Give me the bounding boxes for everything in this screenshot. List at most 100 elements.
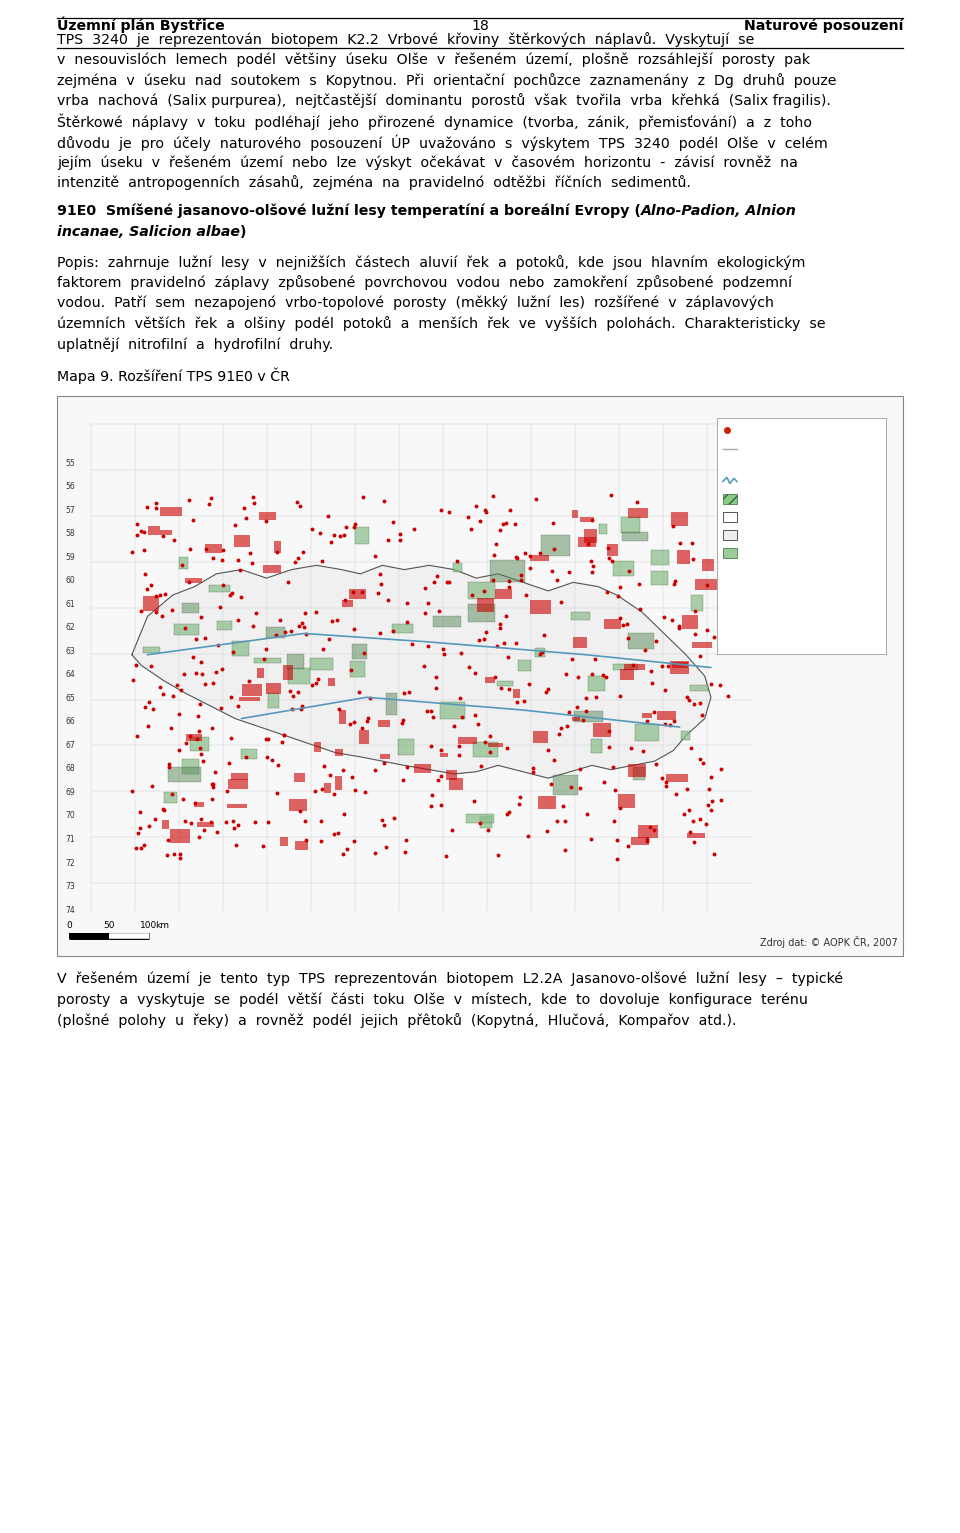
Bar [591,739,602,753]
Bar [228,779,248,789]
Text: 65: 65 [65,694,75,704]
Bar [283,665,293,679]
Bar [266,627,285,638]
Text: 91E0  Smíšené jasanovo-olšové lužní lesy temperatíní a boreální Evropy (: 91E0 Smíšené jasanovo-olšové lužní lesy … [57,204,641,219]
Bar [160,530,173,535]
Text: ): ) [240,224,247,239]
Text: 61: 61 [65,599,75,609]
Text: porosty  a  vyskytuje  se  podél  větší  části  toku  Olše  v  místech,  kde  to: porosty a vyskytuje se podél větší části… [57,992,808,1007]
Bar [296,840,308,849]
Bar [209,586,230,592]
Text: Naturové posouzení: Naturové posouzení [744,18,903,34]
Bar [571,510,578,518]
Bar [241,748,257,759]
Text: V  řešeném  území  je  tento  typ  TPS  reprezentován  biotopem  L2.2A  Jasanovo: V řešeném území je tento typ TPS repreze… [57,972,843,987]
Bar [231,773,249,780]
Bar [266,684,281,694]
Text: 73: 73 [65,881,75,891]
Text: faktorem  pravidelnó  záplavy  způsobené  povrchovou  vodou  nebo  zamokření  z: faktorem pravidelnó záplavy způsobené p… [57,276,792,290]
Bar [553,776,578,796]
Text: vrba  nachová  (Salix purpurea),  nejtčastější  dominantu  porostů  však  tvořil: vrba nachová (Salix purpurea), nejtčastě… [57,94,830,109]
Bar [227,803,247,808]
Text: jejím  úseku  v  řešeném  území  nebo  lze  výskyt  očekávat  v  časovém  horizo: jejím úseku v řešeném území nebo lze výs… [57,155,798,170]
Text: Mapa 9. Rozšíření TPS 91E0 v ČR: Mapa 9. Rozšíření TPS 91E0 v ČR [57,368,290,383]
Text: 56: 56 [65,483,75,491]
Text: intenzitě  antropogenních  zásahů,  zejména  na  pravidelnó  odtěžbi  říčních  : intenzitě antropogenních zásahů, zejména… [57,175,691,190]
Bar [232,641,250,656]
Bar [588,676,605,691]
Bar [398,739,415,756]
Bar [518,659,531,671]
Bar [446,770,457,780]
Bar [671,512,688,526]
Text: km: km [155,921,169,931]
Bar [607,544,618,556]
Text: 57: 57 [65,506,75,515]
Bar [268,693,279,708]
Bar [539,796,556,809]
Bar [670,661,689,675]
Bar [682,615,698,629]
Bar [242,684,262,696]
Bar [205,544,222,553]
Bar [638,825,659,837]
Bar [352,644,367,659]
Text: v  nesouvislóch  lemech  podél  většiny  úseku  Olše  v  řešeném  území,  plošn: v nesouvislóch lemech podél většiny úse… [57,52,810,67]
Bar [631,837,649,845]
Bar [692,642,712,648]
Bar [57,396,903,957]
Text: Štěrkowé  náplavy  v  toku  podléhají  jeho  přirozené  dynamice  (tvorba,  záni: Štěrkowé náplavy v toku podléhají jeho p… [57,113,812,130]
Bar [599,524,607,533]
Bar [717,419,886,653]
Bar [257,668,264,678]
Polygon shape [132,566,711,779]
Text: 64: 64 [65,670,75,679]
Bar [349,661,365,676]
Bar [190,737,208,751]
Bar [175,624,199,635]
Text: TPS  3240  je  reprezentován  biotopem  K2.2  Vrbové  křoviny  štěrkových  nápla: TPS 3240 je reprezentován biotopem K2.2 … [57,32,755,48]
Text: lesy: lesy [739,547,759,558]
Bar [497,681,513,685]
Bar [573,638,587,648]
Bar [620,668,634,679]
Text: 50: 50 [104,921,115,931]
Text: incanae, Salicion albae: incanae, Salicion albae [57,224,240,239]
Text: uplatnějí  nitrofilní  a  hydrofilní  druhy.: uplatnějí nitrofilní a hydrofilní druhy. [57,337,333,351]
Text: 71: 71 [65,835,75,845]
Bar [335,748,343,756]
Bar [628,633,654,648]
Text: zejména  v  úseku  nad  soutokem  s  Kopytnou.  Při  orientační  pochůzce  zazna: zejména v úseku nad soutokem s Kopytnou.… [57,74,836,87]
Bar [477,598,494,612]
Bar [287,655,303,668]
Bar [585,529,597,543]
Text: 70: 70 [65,811,75,820]
Text: 62: 62 [65,624,75,632]
Bar [621,532,648,541]
Bar [217,621,232,630]
Bar [380,754,390,759]
Text: 60: 60 [65,576,75,586]
Bar [453,563,462,572]
Bar [723,495,737,504]
Bar [194,802,204,808]
Text: 59: 59 [65,553,75,561]
Bar [162,820,169,829]
Bar [593,724,611,737]
Text: Alno-Padion, Alnion: Alno-Padion, Alnion [641,204,797,218]
Bar [254,658,281,664]
Text: panonikum: panonikum [739,529,794,540]
Bar [695,579,716,590]
Bar [702,560,714,572]
Bar [294,773,304,782]
Text: Zdroj dat: © AOPK ČR, 2007: Zdroj dat: © AOPK ČR, 2007 [760,937,898,947]
Bar [339,710,346,724]
Bar [578,537,596,547]
Bar [495,589,512,599]
Bar [348,590,367,599]
Bar [723,530,737,541]
Bar [342,601,352,607]
Bar [677,550,689,564]
Bar [468,604,494,622]
Bar [633,766,645,780]
